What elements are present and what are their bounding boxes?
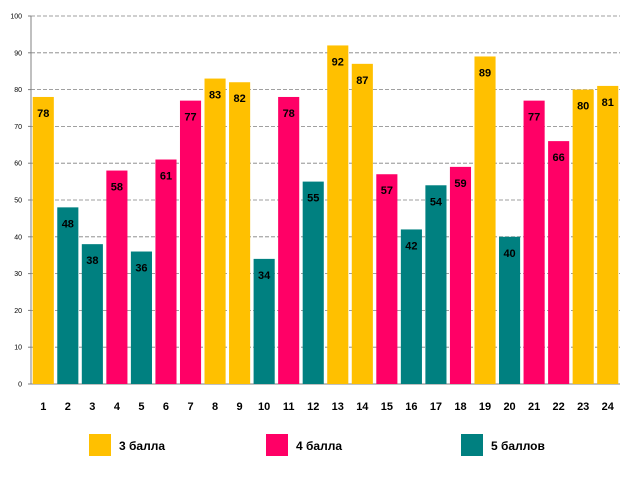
bar-10 bbox=[253, 258, 275, 384]
y-tick-labels: 0 10 20 30 40 50 60 70 80 90 100 bbox=[10, 14, 22, 389]
bars bbox=[32, 45, 619, 385]
x-tick-label-6: 6 bbox=[163, 401, 169, 413]
bar-19 bbox=[474, 56, 496, 384]
legend-swatch-4 bbox=[266, 434, 288, 456]
x-tick-labels: 1 2 3 4 5 6 7 8 9 10 11 12 13 14 15 16 17 18 19 20 21 22 23 24 bbox=[40, 401, 615, 413]
bar-24 bbox=[597, 85, 619, 385]
data-label-9: 82 bbox=[233, 93, 245, 105]
y-tick-label: 40 bbox=[14, 234, 22, 241]
x-tick-label-8: 8 bbox=[212, 401, 218, 413]
x-tick-label-17: 17 bbox=[430, 401, 442, 413]
x-tick-label-16: 16 bbox=[405, 401, 417, 413]
bar-16 bbox=[400, 229, 422, 384]
x-tick-label-18: 18 bbox=[454, 401, 466, 413]
x-tick-label-1: 1 bbox=[40, 401, 46, 413]
legend-label-3: 3 балла bbox=[119, 439, 165, 453]
bar-15 bbox=[376, 174, 398, 384]
bar-5 bbox=[130, 251, 152, 384]
data-label-6: 61 bbox=[160, 171, 172, 183]
data-label-19: 89 bbox=[479, 67, 491, 79]
x-tick-label-14: 14 bbox=[356, 401, 369, 413]
data-label-8: 83 bbox=[209, 90, 221, 102]
x-tick-label-22: 22 bbox=[553, 401, 565, 413]
bar-2 bbox=[57, 207, 79, 384]
data-label-21: 77 bbox=[528, 112, 540, 124]
y-tick-label: 100 bbox=[10, 14, 22, 21]
data-label-2: 48 bbox=[62, 218, 74, 230]
bar-22 bbox=[548, 141, 570, 384]
data-label-16: 42 bbox=[405, 240, 417, 252]
y-tick-label: 10 bbox=[14, 345, 22, 352]
bar-1 bbox=[32, 96, 54, 385]
bar-8 bbox=[204, 78, 226, 384]
bar-13 bbox=[327, 45, 349, 384]
data-label-12: 55 bbox=[307, 193, 319, 205]
data-label-1: 78 bbox=[37, 108, 49, 120]
x-tick-label-15: 15 bbox=[381, 401, 393, 413]
bar-21 bbox=[523, 100, 545, 384]
x-tick-label-21: 21 bbox=[528, 401, 540, 413]
x-tick-label-11: 11 bbox=[283, 401, 295, 413]
y-tick-label: 30 bbox=[14, 271, 22, 278]
data-label-3: 38 bbox=[86, 255, 98, 267]
bar-4 bbox=[106, 170, 128, 384]
data-label-23: 80 bbox=[577, 101, 589, 113]
data-label-11: 78 bbox=[283, 108, 295, 120]
axes bbox=[30, 16, 620, 385]
bar-6 bbox=[155, 159, 177, 384]
data-label-5: 36 bbox=[135, 263, 147, 275]
bar-17 bbox=[425, 185, 447, 384]
data-label-14: 87 bbox=[356, 75, 368, 87]
x-tick-label-13: 13 bbox=[332, 401, 344, 413]
y-tick-label: 60 bbox=[14, 161, 22, 168]
bar-23 bbox=[572, 89, 594, 384]
x-tick-label-2: 2 bbox=[65, 401, 71, 413]
legend: 3 балла 4 балла 5 баллов bbox=[89, 434, 545, 456]
x-tick-label-23: 23 bbox=[577, 401, 589, 413]
x-tick-label-24: 24 bbox=[602, 401, 615, 413]
y-tick-label: 70 bbox=[14, 124, 22, 131]
legend-label-5: 5 баллов bbox=[491, 439, 545, 453]
x-tick-label-9: 9 bbox=[237, 401, 243, 413]
x-tick-label-12: 12 bbox=[307, 401, 319, 413]
data-label-13: 92 bbox=[332, 56, 344, 68]
legend-label-4: 4 балла bbox=[296, 439, 342, 453]
y-tick-label: 0 bbox=[18, 382, 22, 389]
bar-14 bbox=[351, 63, 373, 385]
data-label-17: 54 bbox=[430, 196, 443, 208]
bar-12 bbox=[302, 181, 324, 384]
x-tick-label-20: 20 bbox=[503, 401, 515, 413]
legend-swatch-5 bbox=[461, 434, 483, 456]
y-tick-label: 20 bbox=[14, 308, 22, 315]
x-tick-label-4: 4 bbox=[114, 401, 121, 413]
data-label-18: 59 bbox=[454, 178, 466, 190]
data-label-22: 66 bbox=[553, 152, 565, 164]
legend-swatch-3 bbox=[89, 434, 111, 456]
bar-11 bbox=[278, 96, 300, 385]
bar-3 bbox=[81, 244, 103, 384]
data-label-4: 58 bbox=[111, 182, 123, 194]
x-tick-label-7: 7 bbox=[187, 401, 193, 413]
y-tick-label: 80 bbox=[14, 87, 22, 94]
bar-18 bbox=[449, 166, 472, 384]
y-tick-label: 50 bbox=[14, 198, 22, 205]
x-tick-label-19: 19 bbox=[479, 401, 491, 413]
bar-7 bbox=[179, 100, 202, 384]
data-label-24: 81 bbox=[602, 97, 614, 109]
x-tick-label-5: 5 bbox=[138, 401, 144, 413]
data-label-15: 57 bbox=[381, 185, 393, 197]
data-label-20: 40 bbox=[503, 248, 515, 260]
bar-20 bbox=[499, 236, 521, 384]
x-tick-label-3: 3 bbox=[89, 401, 95, 413]
data-label-10: 34 bbox=[258, 270, 271, 282]
y-tick-label: 90 bbox=[14, 50, 22, 57]
data-labels: 78 48 38 58 36 61 77 83 82 34 78 55 92 87 57 42 54 59 89 40… bbox=[37, 56, 614, 281]
bar-9 bbox=[229, 82, 251, 385]
x-tick-label-10: 10 bbox=[258, 401, 270, 413]
gridlines bbox=[28, 15, 620, 385]
data-label-7: 77 bbox=[184, 112, 196, 124]
